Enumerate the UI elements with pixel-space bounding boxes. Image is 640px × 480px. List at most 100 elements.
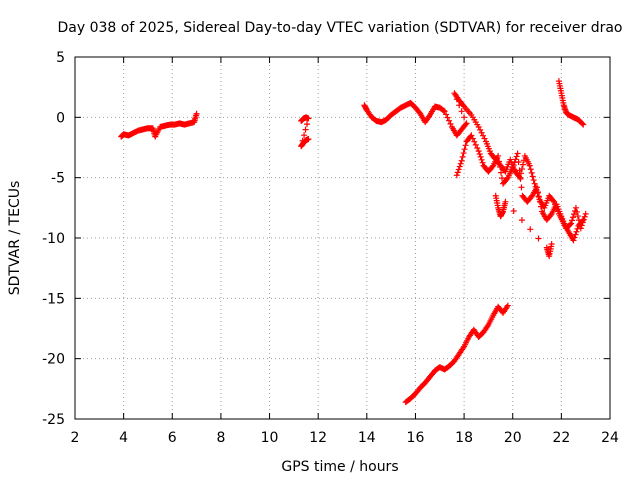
data-point [573,208,580,215]
data-point [477,153,484,160]
x-tick-label: 20 [504,430,522,446]
data-point [460,150,467,157]
data-point [529,173,536,180]
chart-title: Day 038 of 2025, Sidereal Day-to-day VTE… [57,20,622,36]
y-tick-label: 5 [56,50,65,66]
x-tick-label: 16 [407,430,425,446]
x-tick-label: 8 [216,430,225,446]
series-segment-e [492,192,555,260]
data-point [474,144,481,151]
data-point [471,138,478,145]
data-point [480,132,487,139]
x-tick-label: 12 [309,430,327,446]
y-tick-label: -15 [42,291,65,307]
data-point [582,210,589,217]
grid [75,57,610,419]
data-point [580,121,587,128]
data-point [459,153,466,160]
data-point [458,108,465,115]
data-point [444,114,451,121]
y-tick-label: 0 [56,110,65,126]
data-point [489,163,496,170]
data-point [509,165,516,172]
data-point [574,213,581,220]
data-point [527,166,534,173]
data-point [537,203,544,210]
data-point [550,197,557,204]
data-point [463,120,470,127]
series-segment-f [555,78,587,128]
data-point [461,114,468,121]
data-point [536,198,543,205]
data-point [568,220,575,227]
data-point [447,120,454,127]
x-tick-label: 24 [601,430,619,446]
data-point [454,169,461,176]
data-point [580,216,587,223]
data-point [535,193,542,200]
data-point [469,135,476,142]
x-tick-label: 4 [119,430,128,446]
data-point [548,241,555,248]
data-point [462,142,469,149]
data-point [570,214,577,221]
series-segment-c [361,90,587,244]
data-point [453,172,460,179]
y-tick-label: -5 [51,171,65,187]
data-point [577,225,584,232]
data-point [461,146,468,153]
data-point [535,235,542,242]
data-point [441,108,448,115]
x-tick-label: 6 [168,430,177,446]
x-tick-label: 10 [261,430,279,446]
data-point [527,226,534,233]
data-point [519,161,526,168]
data-point [581,213,588,220]
y-axis-label: SDTVAR / TECUs [7,181,23,296]
data-point [457,160,464,167]
data-point [571,234,578,241]
data-point [446,117,453,124]
y-tick-label: -25 [42,412,65,428]
data-point [567,221,574,228]
data-point [502,198,509,205]
data-point [573,228,580,235]
x-tick-label: 2 [71,430,80,446]
data-point [495,152,502,159]
data-point [510,207,517,214]
data-point [578,222,585,229]
y-tick-label: -20 [42,352,65,368]
data-point [526,162,533,169]
data-point [579,219,586,226]
series-segment-a [118,110,200,140]
data-point [570,237,577,244]
data-point [515,158,522,165]
data-point [579,120,586,127]
x-tick-labels: 2 4 6 8 10 12 14 16 18 20 22 24 [71,430,619,446]
x-axis-label: GPS time / hours [281,459,398,475]
data-point [303,121,310,128]
data-point [478,129,485,136]
data-point [530,177,537,184]
series-segment-b [298,114,312,150]
data-point [531,180,538,187]
series-segment-g [402,302,511,406]
data-point [468,132,475,139]
data-point [472,141,479,148]
axis-ticks [74,56,611,420]
data-point [305,136,312,143]
data-point [534,184,541,191]
data-point [301,132,308,139]
data-point [440,107,447,114]
data-point [535,189,542,196]
data-point [518,184,525,191]
plot-frame [74,56,611,420]
data-point [475,148,482,155]
data-point [517,175,524,182]
data-points [118,78,589,406]
data-point [510,162,517,169]
data-point [302,126,309,133]
data-point [456,163,463,170]
data-point [547,212,554,219]
